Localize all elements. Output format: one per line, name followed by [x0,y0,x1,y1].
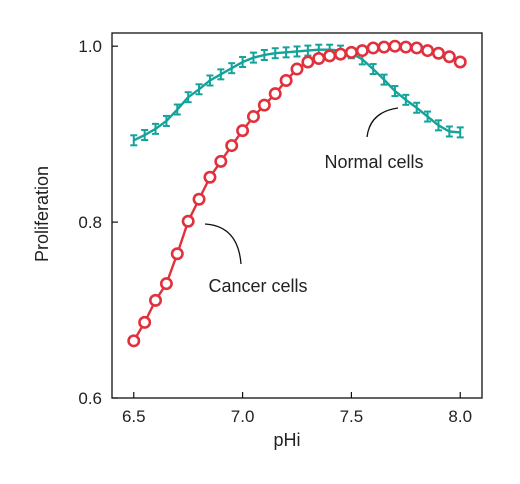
y-tick-label: 0.6 [78,389,102,408]
cancer-data-point [323,49,337,63]
normal-data-point [271,47,279,60]
normal-data-point [249,51,257,64]
cancer-data-point [301,55,315,69]
y-axis-ticks: 0.6 0.8 1.0 [78,37,118,408]
cancer-data-point [257,98,271,112]
normal-data-point [456,126,464,139]
cancer-cells-leader-line [204,223,242,265]
cancer-data-point [127,334,141,348]
cancer-cells-label: Cancer cells [208,276,307,296]
x-tick-label: 8.0 [448,407,472,426]
cancer-data-point [453,55,467,69]
normal-data-point [228,62,236,75]
cancer-data-point [410,41,424,55]
normal-data-point [217,68,225,81]
normal-data-point [369,63,377,76]
cancer-data-point [355,44,369,58]
cancer-data-point [225,139,239,153]
normal-data-point [445,125,453,138]
cancer-data-point [214,154,228,168]
normal-data-point [141,129,149,142]
cancer-cells-line [132,44,461,342]
x-tick-label: 7.5 [340,407,364,426]
cancer-data-point [181,214,195,228]
plot-frame [111,32,483,399]
cancer-data-point [170,247,184,261]
x-axis-label: pHi [273,430,300,450]
normal-data-point [162,114,170,127]
annotations-layer: Normal cells Cancer cells [204,107,424,296]
cancer-cells-series [127,39,467,348]
cancer-data-point [431,46,445,60]
cancer-cells-annotation: Cancer cells [204,223,308,296]
cancer-data-point [334,47,348,61]
normal-data-point [413,101,421,114]
x-tick-label: 6.5 [122,407,146,426]
y-tick-label: 0.8 [78,213,102,232]
cancer-data-point [246,110,260,124]
cancer-data-point [344,45,358,59]
cancer-data-point [138,315,152,329]
normal-cells-leader-line [366,107,399,138]
normal-cells-annotation: Normal cells [324,107,424,172]
cancer-data-point [159,277,173,291]
normal-data-point [434,119,442,132]
cancer-data-point [377,40,391,54]
cancer-data-point [290,62,304,76]
cancer-data-point [399,40,413,54]
cancer-data-point [279,73,293,87]
normal-cells-series [130,43,464,147]
cancer-data-point [388,39,402,53]
x-axis-ticks: 6.5 7.0 7.5 8.0 [122,392,472,426]
cancer-data-point [442,50,456,64]
normal-data-point [239,56,247,69]
normal-data-point [195,83,203,96]
cancer-data-point [268,87,282,101]
normal-data-point [152,122,160,135]
cancer-data-point [421,44,435,58]
cancer-data-point [366,41,380,55]
cancer-data-point [236,124,250,138]
normal-data-point [391,85,399,98]
plot-border [111,32,483,399]
normal-data-point [380,73,388,86]
normal-cells-label: Normal cells [324,152,423,172]
normal-data-point [293,45,301,58]
series-layer [127,39,467,348]
cancer-data-point [312,52,326,66]
normal-data-point [184,91,192,104]
normal-data-point [282,46,290,59]
cancer-data-point [203,170,217,184]
normal-data-point [402,93,410,106]
normal-data-point [130,134,138,147]
cancer-data-point [192,192,206,206]
y-tick-label: 1.0 [78,37,102,56]
normal-data-point [173,103,181,116]
normal-data-point [206,74,214,87]
y-axis-label: Proliferation [32,166,52,262]
x-tick-label: 7.0 [231,407,255,426]
cancer-data-point [149,293,163,307]
normal-data-point [260,48,268,61]
normal-data-point [424,110,432,123]
